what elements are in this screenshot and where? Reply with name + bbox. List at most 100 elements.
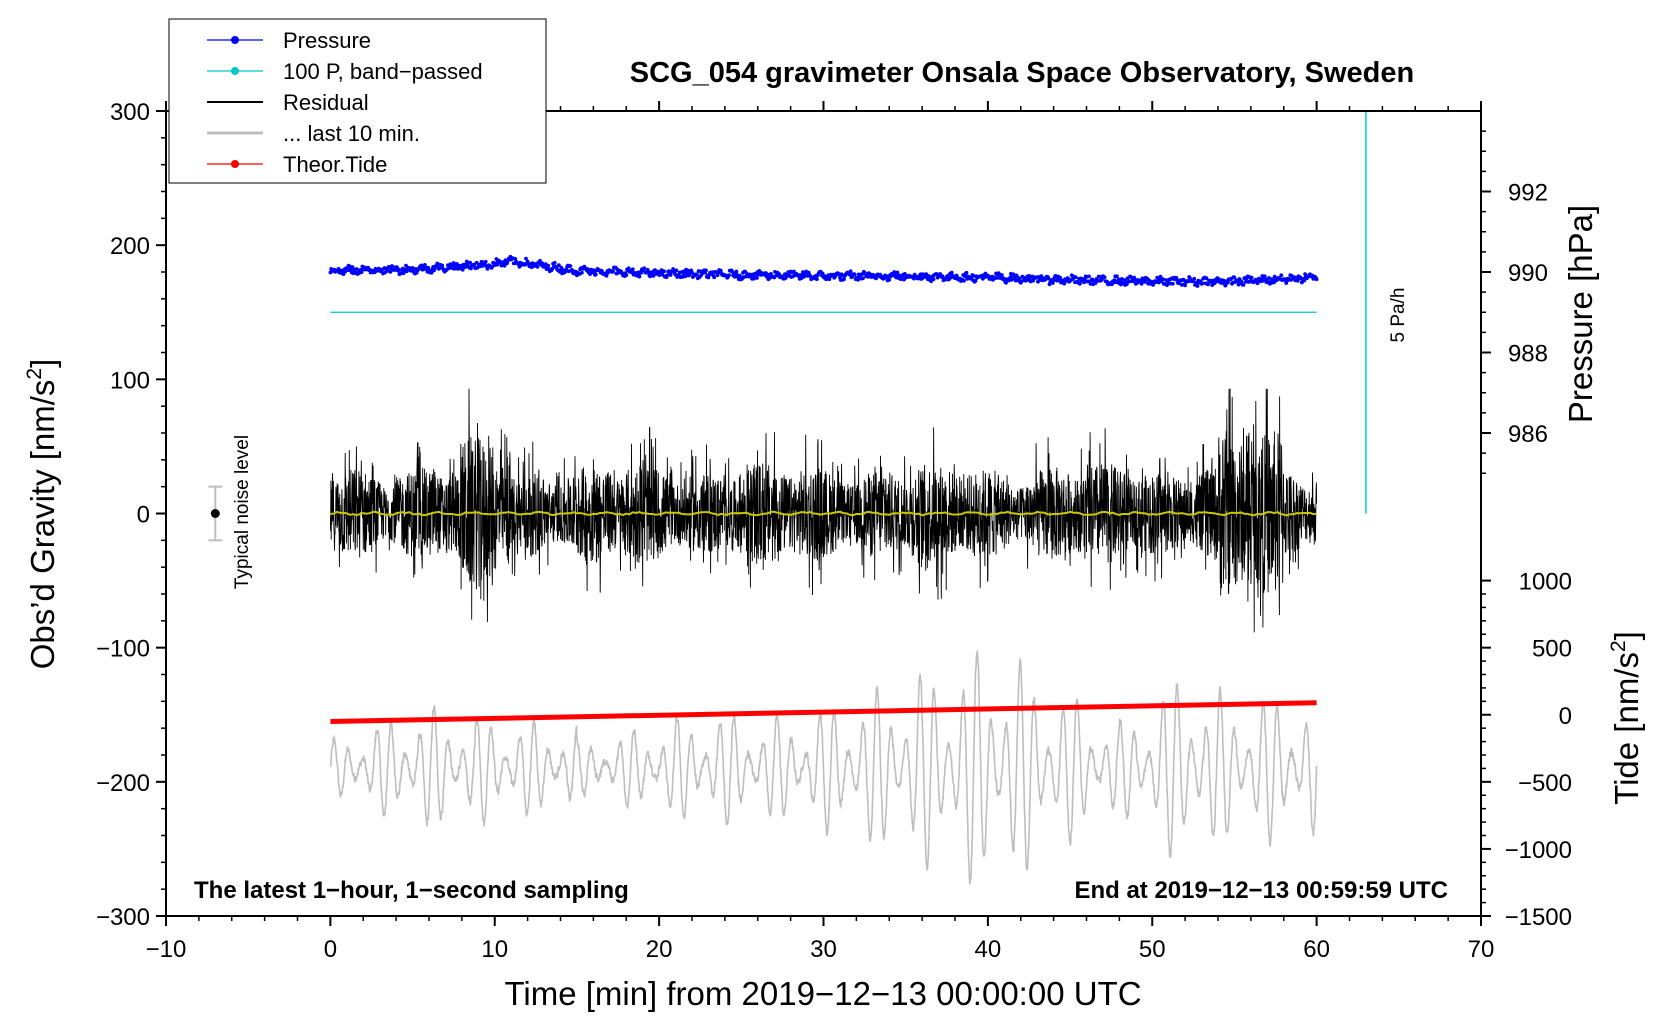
pressure-point bbox=[1241, 283, 1246, 287]
pressure-point bbox=[887, 277, 892, 282]
y-pressure-tick-label: 986 bbox=[1508, 421, 1548, 448]
pressure-point bbox=[662, 269, 666, 274]
noise-marker-point bbox=[210, 509, 220, 518]
y-axis-title-left-end: ] bbox=[24, 359, 61, 368]
pressure-point bbox=[546, 263, 551, 268]
pressure-point bbox=[502, 263, 507, 268]
pressure-point bbox=[962, 278, 966, 283]
pressure-point bbox=[637, 274, 642, 279]
legend-marker-4 bbox=[231, 160, 239, 168]
pressure-point bbox=[483, 259, 488, 264]
y-axis-title-tide-main: Tide [nm/s bbox=[1608, 652, 1645, 805]
y-left-tick-label: 100 bbox=[110, 367, 150, 394]
y-axis-title-left-sup: 2 bbox=[23, 368, 46, 380]
y-axis-title-left-main: Obs’d Gravity [nm/s bbox=[24, 380, 61, 670]
x-tick-label: 50 bbox=[1139, 936, 1166, 963]
pressure-point bbox=[495, 262, 500, 267]
pressure-point bbox=[842, 277, 846, 282]
y-tide-tick-label: 500 bbox=[1532, 636, 1572, 663]
pressure-point bbox=[1262, 274, 1267, 279]
pressure-point bbox=[1082, 280, 1086, 285]
pressure-point bbox=[1249, 275, 1254, 280]
pressure-point bbox=[1058, 275, 1063, 280]
y-tide-tick-label: −1000 bbox=[1505, 837, 1572, 864]
series-last-10-min bbox=[329, 649, 1318, 885]
x-axis-title: Time [min] from 2019−12−13 00:00:00 UTC bbox=[504, 975, 1141, 1012]
pressure-point bbox=[604, 273, 609, 278]
pressure-point bbox=[1279, 273, 1284, 278]
pressure-point bbox=[350, 265, 355, 269]
series-layer bbox=[208, 111, 1367, 885]
pressure-point bbox=[468, 260, 472, 265]
series-residual-mean bbox=[330, 510, 1317, 517]
pressure-point bbox=[866, 274, 870, 279]
y-left-tick-label: 300 bbox=[110, 99, 150, 126]
pressure-point bbox=[757, 269, 762, 273]
pressure-point bbox=[423, 263, 427, 267]
pressure-point bbox=[1158, 274, 1163, 279]
x-tick-label: 0 bbox=[324, 936, 337, 963]
pressure-point bbox=[820, 271, 825, 276]
pressure-point bbox=[639, 271, 643, 275]
pressure-point bbox=[660, 272, 665, 277]
y-left-tick-label: 200 bbox=[110, 233, 150, 260]
pressure-point bbox=[524, 256, 528, 261]
y-pressure-tick-label: 988 bbox=[1508, 341, 1548, 368]
pressure-point bbox=[668, 273, 673, 277]
pressure-point bbox=[593, 272, 598, 277]
pressure-point bbox=[1195, 284, 1200, 288]
x-tick-label: −10 bbox=[146, 936, 187, 963]
pressure-point bbox=[1115, 274, 1119, 279]
legend-label-1: 100 P, band−passed bbox=[283, 59, 483, 84]
pressure-point bbox=[1302, 278, 1307, 283]
pressure-point bbox=[390, 264, 394, 268]
legend-marker-0 bbox=[231, 36, 239, 44]
pressure-point bbox=[861, 276, 865, 281]
pressure-point bbox=[552, 260, 557, 265]
x-tick-label: 10 bbox=[481, 936, 508, 963]
x-tick-label: 60 bbox=[1303, 936, 1330, 963]
pressure-point bbox=[674, 268, 679, 273]
pressure-point bbox=[1314, 277, 1319, 282]
pressure-point bbox=[931, 277, 936, 281]
pressure-point bbox=[945, 274, 950, 278]
pressure-point bbox=[712, 275, 717, 280]
pressure-point bbox=[848, 269, 853, 274]
pressure-point bbox=[630, 267, 635, 272]
y-tide-tick-label: −500 bbox=[1518, 770, 1572, 797]
pressure-point bbox=[1181, 277, 1186, 282]
y-axis-title-tide-sup: 2 bbox=[1607, 640, 1630, 652]
pressure-point bbox=[704, 268, 708, 273]
pressure-point bbox=[429, 270, 434, 275]
pressure-point bbox=[926, 274, 931, 278]
pressure-point bbox=[1267, 276, 1271, 280]
x-tick-label: 40 bbox=[975, 936, 1002, 963]
pressure-point bbox=[1046, 276, 1051, 281]
series-residual bbox=[329, 388, 1318, 633]
y-left-tick-label: 0 bbox=[137, 502, 150, 529]
pressure-point bbox=[1284, 281, 1289, 285]
y-axis-title-left: Obs’d Gravity [nm/s2] bbox=[23, 359, 61, 670]
legend: Pressure 100 P, band−passed Residual ... la… bbox=[168, 18, 547, 184]
pressure-point bbox=[898, 277, 903, 281]
pressure-point bbox=[359, 270, 364, 274]
pressure-point bbox=[410, 266, 415, 270]
y-tide-tick-label: 0 bbox=[1559, 703, 1572, 730]
pressure-point bbox=[695, 272, 699, 277]
y-left-tick-label: −100 bbox=[96, 636, 150, 663]
chart-title: SCG_054 gravimeter Onsala Space Observat… bbox=[630, 57, 1414, 89]
pressure-point bbox=[1062, 281, 1067, 286]
legend-label-0: Pressure bbox=[283, 28, 371, 53]
pressure-point bbox=[856, 277, 860, 282]
pressure-point bbox=[1272, 274, 1277, 279]
legend-label-4: Theor.Tide bbox=[283, 152, 387, 177]
pressure-point bbox=[1206, 282, 1210, 287]
pressure-point bbox=[1087, 274, 1091, 279]
pressure-point bbox=[1102, 275, 1107, 280]
y-axis-title-tide: Tide [nm/s2] bbox=[1607, 631, 1645, 805]
pressure-point bbox=[1232, 275, 1237, 280]
pressure-point bbox=[642, 266, 647, 271]
pressure-point bbox=[734, 269, 739, 274]
pressure-point bbox=[999, 273, 1004, 277]
